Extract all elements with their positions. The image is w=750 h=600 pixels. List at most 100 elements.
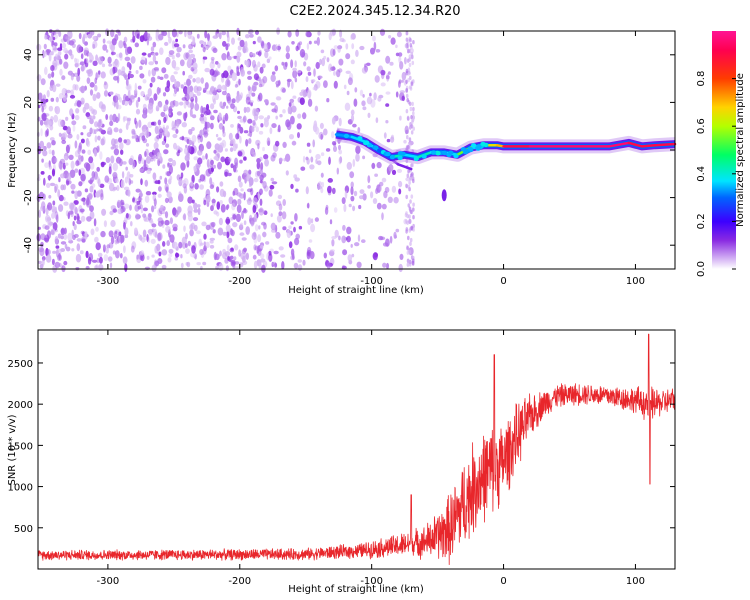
spectrogram-cell [302,112,307,120]
spectrogram-cell [171,54,175,60]
spectrogram-cell [300,166,306,171]
spectrogram-cell [273,250,279,255]
spectrogram-cell [143,159,147,168]
spectrogram-cell [157,119,162,126]
spectrogram-cell [52,250,57,254]
spectrogram-cell [391,185,397,193]
spectrogram-cell [253,236,258,244]
spectrogram-cell [113,95,119,103]
spectrogram-cell [270,74,276,82]
spectrogram-cell [103,81,109,90]
spectrogram-cell [186,261,191,268]
spectrogram-cell [317,181,323,186]
spectrogram-cell [214,253,220,261]
spectrogram-cell [50,51,54,56]
spectrogram-cell [169,217,173,225]
spectrogram-cell [248,29,254,35]
spectrogram-cell [164,177,168,185]
spectrogram-cell [188,91,195,100]
spectrogram-cell [275,84,279,88]
spectrogram-cell [76,213,80,222]
spectrogram-cell [410,81,414,86]
spectrogram-cell [119,97,122,103]
spectrogram-cell [398,188,402,195]
spectrogram-cell [97,178,101,187]
spectrogram-cell [359,89,364,97]
spectrogram-cell [338,117,342,127]
spectrogram-cell [403,139,407,144]
spectrogram-cell [258,130,264,135]
spectrogram-cell [164,127,168,136]
spectrogram-cell [167,162,170,168]
spectrogram-cell [89,89,94,96]
spectrogram-cell [291,41,295,45]
spectrogram-cell [278,157,283,163]
spectrogram-cell [103,90,109,97]
spectrogram-cell [191,134,197,143]
spectrogram-cell [230,255,234,260]
spectrogram-cell [251,232,257,240]
spectrogram-cell [42,193,46,200]
spectrogram-cell [134,227,138,234]
spectrogram-cell [147,102,154,110]
spectrogram-cell [406,98,410,103]
spectrogram-cell [134,29,140,39]
spectrogram-cell [353,98,358,107]
spectrogram-cell [63,61,69,69]
spectrogram-cell [93,148,98,157]
spectrogram-cell [164,211,169,219]
spectrogram-cell [60,235,64,240]
spectrogram-cell [217,62,221,69]
spectrogram-cell [142,103,147,111]
spectrogram-cell [50,116,54,122]
spectrogram-cell [317,30,321,36]
spectrogram-cell [261,221,266,226]
spectrogram-cell [203,130,209,138]
spectrogram-cell [181,135,185,141]
spectrogram-cell [147,121,153,128]
spectrogram-cell [165,143,170,148]
spectrogram-cell [245,93,251,101]
spectrogram-cell [50,228,56,236]
spectrogram-cell [161,210,166,215]
spectrogram-cell [118,137,123,143]
spectrogram-cell [157,75,161,80]
spectrogram-cell [46,128,49,137]
spectrogram-cell [291,140,297,146]
spectrogram-cell [268,189,273,197]
spectrogram-cell [381,212,384,221]
spectrogram-cell [86,77,91,84]
spectrogram-cell [72,83,77,91]
spectrogram-cell [182,183,187,189]
spectrogram-cell [380,69,386,76]
spectrogram-cell [54,157,58,163]
spectrogram-cell [57,248,62,254]
signal-blob [397,155,403,161]
spectrogram-cell [153,93,158,101]
spectrogram-cell [271,181,278,185]
spectrogram-cell [270,213,273,218]
spectrogram-cell [40,98,46,105]
spectrogram-cell [158,251,162,257]
spectrogram-cell [210,87,216,93]
spectrogram-cell [409,125,412,130]
spectrogram-cell [60,119,66,128]
spectrogram-cell [221,139,227,148]
spectrogram-cell [123,73,128,78]
spectrogram-cell [232,222,238,228]
spectrogram-cell [268,56,272,60]
spectrogram-cell [329,249,335,253]
colorbar-tick-label: 0.0 [696,261,707,277]
spectrogram-cell [199,40,204,44]
spectrogram-cell [77,147,81,155]
spectrogram-cell [282,226,287,231]
spectrogram-cell [185,144,188,149]
signal-blob [421,154,427,159]
spectrogram-cell [251,92,256,97]
spectrogram-cell [79,208,85,213]
spectrogram-cell [48,36,54,41]
spectrogram-cell [66,126,71,135]
spectrogram-cell [380,82,386,87]
spectrogram-cell [241,210,244,220]
snr-panel: -300 -200 -100 0 100 500 1000 1500 2000 2500 Hei… [7,329,676,595]
